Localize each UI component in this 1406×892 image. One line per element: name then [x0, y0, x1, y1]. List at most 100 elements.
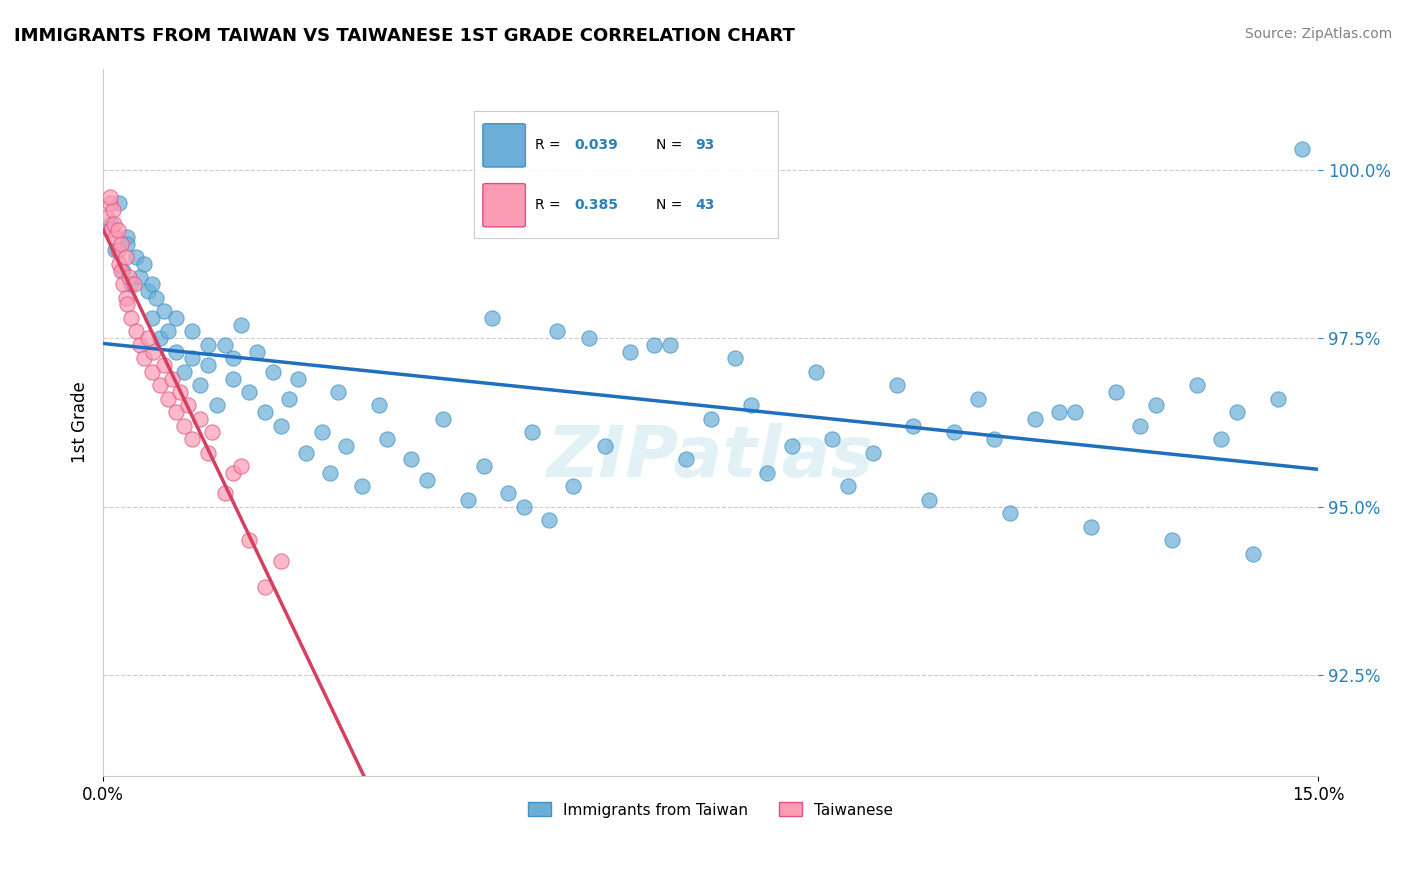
- Point: [229, 459, 252, 474]
- Point: [128, 270, 150, 285]
- Point: [1161, 533, 1184, 548]
- Point: [222, 371, 245, 385]
- Point: [141, 310, 163, 325]
- Point: [117, 297, 139, 311]
- Point: [804, 365, 827, 379]
- Point: [101, 202, 124, 217]
- Point: [165, 344, 187, 359]
- Point: [724, 351, 747, 366]
- Point: [181, 324, 204, 338]
- Point: [107, 244, 129, 258]
- Point: [173, 418, 195, 433]
- Point: [117, 236, 139, 251]
- Point: [942, 425, 965, 440]
- Point: [165, 405, 187, 419]
- Point: [983, 432, 1005, 446]
- Point: [352, 479, 374, 493]
- Point: [522, 425, 544, 440]
- Point: [141, 365, 163, 379]
- Point: [1129, 418, 1152, 433]
- Point: [96, 210, 118, 224]
- Point: [1144, 399, 1167, 413]
- Point: [197, 338, 219, 352]
- Y-axis label: 1st Grade: 1st Grade: [72, 382, 89, 463]
- Point: [326, 384, 349, 399]
- Point: [375, 432, 398, 446]
- Text: Source: ZipAtlas.com: Source: ZipAtlas.com: [1244, 27, 1392, 41]
- Point: [432, 412, 454, 426]
- Point: [112, 263, 135, 277]
- Point: [1209, 432, 1232, 446]
- Point: [149, 378, 172, 392]
- Point: [124, 324, 146, 338]
- Point: [238, 533, 260, 548]
- Point: [104, 230, 127, 244]
- Point: [537, 513, 560, 527]
- Point: [142, 344, 165, 359]
- Point: [132, 351, 155, 366]
- Point: [1267, 392, 1289, 406]
- Point: [254, 405, 277, 419]
- Point: [1226, 405, 1249, 419]
- Point: [201, 425, 224, 440]
- Point: [132, 257, 155, 271]
- Point: [918, 492, 941, 507]
- Point: [335, 439, 357, 453]
- Point: [181, 351, 204, 366]
- Point: [862, 445, 884, 459]
- Point: [169, 384, 191, 399]
- Point: [1291, 142, 1313, 156]
- Point: [675, 452, 697, 467]
- Point: [128, 338, 150, 352]
- Point: [311, 425, 333, 440]
- Point: [229, 318, 252, 332]
- Point: [177, 399, 200, 413]
- Point: [104, 244, 127, 258]
- Point: [270, 553, 292, 567]
- Point: [197, 445, 219, 459]
- Point: [173, 365, 195, 379]
- Point: [153, 304, 176, 318]
- Point: [238, 384, 260, 399]
- Point: [145, 291, 167, 305]
- Text: ZIPatlas: ZIPatlas: [547, 423, 875, 492]
- Point: [156, 392, 179, 406]
- Point: [319, 466, 342, 480]
- Point: [222, 351, 245, 366]
- Point: [513, 500, 536, 514]
- Point: [149, 331, 172, 345]
- Point: [967, 392, 990, 406]
- Point: [141, 277, 163, 292]
- Point: [578, 331, 600, 345]
- Point: [595, 439, 617, 453]
- Point: [118, 270, 141, 285]
- Point: [262, 365, 284, 379]
- Point: [117, 230, 139, 244]
- Point: [1105, 384, 1128, 399]
- Point: [121, 277, 143, 292]
- Point: [122, 277, 145, 292]
- Point: [114, 250, 136, 264]
- Point: [110, 236, 132, 251]
- Point: [780, 439, 803, 453]
- Point: [100, 217, 122, 231]
- Point: [1243, 547, 1265, 561]
- Legend: Immigrants from Taiwan, Taiwanese: Immigrants from Taiwan, Taiwanese: [520, 795, 901, 825]
- Text: IMMIGRANTS FROM TAIWAN VS TAIWANESE 1ST GRADE CORRELATION CHART: IMMIGRANTS FROM TAIWAN VS TAIWANESE 1ST …: [14, 27, 794, 45]
- Point: [416, 473, 439, 487]
- Point: [699, 412, 721, 426]
- Point: [1185, 378, 1208, 392]
- Point: [562, 479, 585, 493]
- Point: [222, 466, 245, 480]
- Point: [98, 189, 121, 203]
- Point: [214, 486, 236, 500]
- Point: [287, 371, 309, 385]
- Point: [114, 291, 136, 305]
- Point: [181, 432, 204, 446]
- Point: [837, 479, 859, 493]
- Point: [153, 358, 176, 372]
- Point: [156, 324, 179, 338]
- Point: [136, 284, 159, 298]
- Point: [98, 196, 121, 211]
- Point: [1064, 405, 1087, 419]
